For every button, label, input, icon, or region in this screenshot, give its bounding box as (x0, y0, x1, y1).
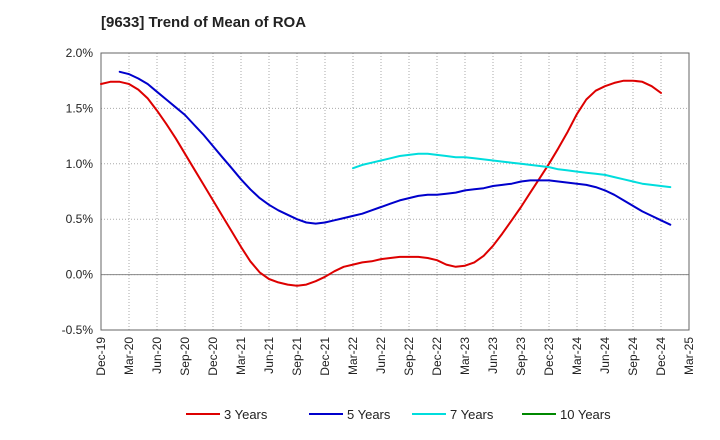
y-tick-label: 0.5% (66, 212, 94, 226)
x-tick-label: Dec-21 (318, 337, 332, 376)
x-tick-label: Sep-22 (402, 337, 416, 376)
legend-label: 5 Years (347, 407, 391, 422)
y-tick-label: 0.0% (66, 268, 94, 282)
x-tick-label: Sep-24 (626, 337, 640, 376)
axes: 2.0% 1.5% 1.0% 0.5% 0.0% -0.5%Dec-19 Mar-20 Jun… (62, 46, 696, 376)
chart-title: [9633] Trend of Mean of ROA (101, 14, 307, 31)
x-tick-label: Dec-24 (654, 337, 668, 376)
x-tick-label: Dec-20 (206, 337, 220, 376)
x-tick-label: Sep-21 (290, 337, 304, 376)
x-tick-label: Jun-24 (598, 337, 612, 374)
series-lines (100, 70, 672, 287)
x-tick-label: Dec-23 (542, 337, 556, 376)
plot-border (100, 52, 690, 331)
legend: 3 Years 5 Years 7 Years 10 Years (186, 407, 611, 422)
y-tick-label: 1.0% (66, 157, 94, 171)
series-line-7-years (352, 152, 672, 189)
x-tick-label: Mar-21 (234, 337, 248, 375)
x-tick-label: Mar-22 (346, 337, 360, 375)
x-tick-label: Sep-23 (514, 337, 528, 376)
legend-label: 7 Years (450, 407, 494, 422)
series-line-3-years (100, 79, 662, 287)
x-tick-label: Jun-22 (374, 337, 388, 374)
x-tick-label: Jun-21 (262, 337, 276, 374)
x-tick-label: Mar-24 (570, 337, 584, 375)
x-tick-label: Jun-20 (150, 337, 164, 374)
legend-label: 10 Years (560, 407, 611, 422)
series-line-5-years (118, 70, 672, 226)
x-tick-label: Mar-23 (458, 337, 472, 375)
x-tick-label: Dec-19 (94, 337, 108, 376)
x-tick-label: Sep-20 (178, 337, 192, 376)
x-tick-label: Jun-23 (486, 337, 500, 374)
x-tick-label: Mar-20 (122, 337, 136, 375)
y-tick-label: 2.0% (66, 46, 94, 60)
y-tick-label: -0.5% (62, 323, 94, 337)
y-tick-label: 1.5% (66, 101, 94, 115)
grid (100, 52, 690, 331)
x-tick-label: Mar-25 (682, 337, 696, 375)
x-tick-label: Dec-22 (430, 337, 444, 376)
legend-label: 3 Years (224, 407, 268, 422)
